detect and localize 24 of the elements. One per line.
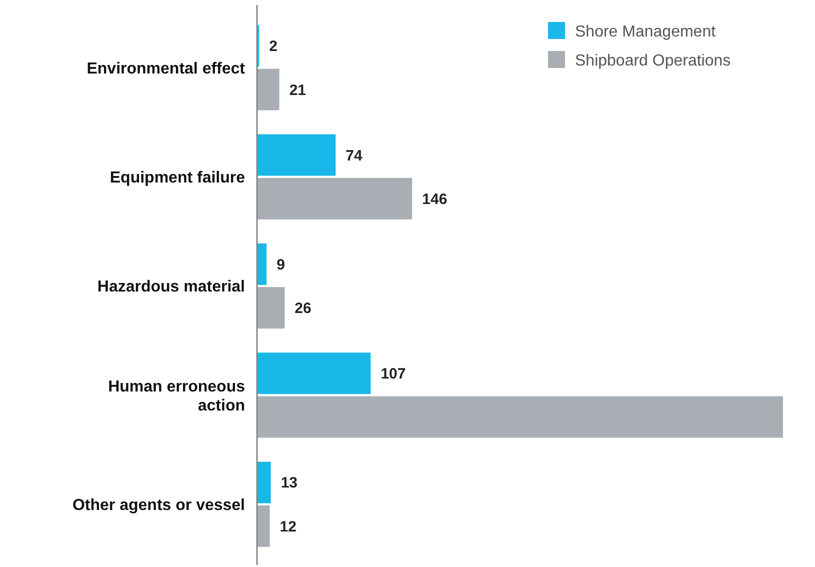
bar xyxy=(257,462,271,504)
data-label: 74 xyxy=(346,147,363,164)
bar xyxy=(257,178,412,220)
data-label: 2 xyxy=(269,38,278,56)
data-label: 146 xyxy=(422,190,448,208)
bar xyxy=(257,352,371,394)
bar xyxy=(257,134,336,176)
y-tick-label: Hazardous material xyxy=(97,278,245,296)
legend-label: Shore Management xyxy=(575,24,716,41)
y-tick-label: Human erroneous action xyxy=(108,378,246,414)
data-label: 12 xyxy=(280,518,296,536)
data-label: 9 xyxy=(276,256,285,274)
y-tick-label: Environmental effect xyxy=(86,60,246,78)
legend-label: Shipboard Operations xyxy=(575,52,731,70)
bar xyxy=(257,505,270,547)
data-label: 107 xyxy=(380,366,406,383)
data-label: 26 xyxy=(294,300,312,318)
bar xyxy=(257,287,285,329)
y-tick-label: Other agents or vessel xyxy=(72,496,245,514)
data-label: 21 xyxy=(289,82,306,99)
data-label: 13 xyxy=(280,474,298,492)
bar xyxy=(257,68,280,110)
y-tick-label: Equipment failure xyxy=(110,169,246,186)
bar xyxy=(257,396,783,438)
